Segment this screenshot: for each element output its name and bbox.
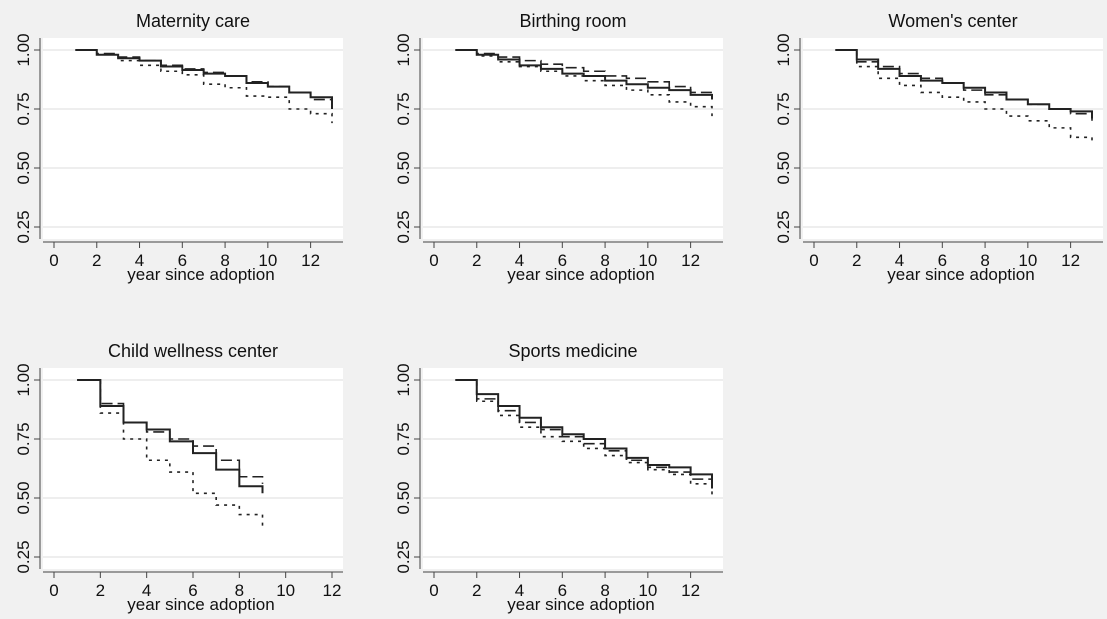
x-tick-label: 2	[472, 251, 481, 270]
series-line-dotted	[455, 49, 713, 117]
x-tick-label: 6	[558, 251, 567, 270]
series-line-dashed	[835, 49, 1093, 121]
y-tick-label: 0.25	[774, 210, 793, 243]
x-axis-label: year since adoption	[507, 595, 654, 614]
x-tick-label: 12	[323, 581, 342, 600]
panel-title: Women's center	[888, 11, 1017, 31]
x-tick-label: 2	[852, 251, 861, 270]
y-tick-label: 0.75	[394, 422, 413, 455]
x-tick-label: 2	[472, 581, 481, 600]
series-line-dashed	[77, 379, 264, 484]
y-tick-label: 1.00	[14, 33, 33, 66]
x-tick-label: 8	[220, 251, 229, 270]
x-tick-label: 6	[188, 581, 197, 600]
x-tick-label: 12	[681, 251, 700, 270]
y-tick-label: 0.50	[774, 151, 793, 184]
x-tick-label: 0	[809, 251, 818, 270]
x-tick-label: 2	[92, 251, 101, 270]
y-tick-label: 0.25	[14, 210, 33, 243]
x-tick-label: 4	[895, 251, 904, 270]
y-tick-label: 0.75	[774, 92, 793, 125]
y-tick-label: 0.75	[14, 422, 33, 455]
x-tick-label: 10	[1018, 251, 1037, 270]
panel-child-wellness-center: 0.25 0.50 0.75 1.00 0 2 4 6 8 10 12 year since adop…	[14, 341, 343, 614]
x-tick-label: 4	[142, 581, 151, 600]
y-tick-label: 0.25	[394, 540, 413, 573]
panel-maternity-care: 0.25 0.50 0.75 1.00 0 2 4 6 8 10 12 year since adop…	[14, 11, 343, 284]
y-tick-label: 0.50	[14, 151, 33, 184]
panel-womens-center: 0.25 0.50 0.75 1.00 0 2 4 6 8 10 12 year since adop…	[774, 11, 1103, 284]
y-tick-label: 0.75	[394, 92, 413, 125]
x-tick-label: 12	[681, 581, 700, 600]
series-line-dotted	[75, 49, 333, 124]
y-tick-label: 0.75	[14, 92, 33, 125]
x-tick-label: 8	[600, 581, 609, 600]
x-tick-label: 10	[638, 251, 657, 270]
panel-title: Sports medicine	[508, 341, 637, 361]
x-tick-label: 4	[515, 251, 524, 270]
x-tick-label: 6	[558, 581, 567, 600]
panel-title: Child wellness center	[108, 341, 278, 361]
y-tick-label: 1.00	[14, 363, 33, 396]
x-axis-label: year since adoption	[507, 265, 654, 284]
x-tick-label: 6	[178, 251, 187, 270]
x-axis-label: year since adoption	[127, 265, 274, 284]
y-tick-label: 0.25	[14, 540, 33, 573]
x-tick-label: 2	[96, 581, 105, 600]
x-tick-label: 12	[1061, 251, 1080, 270]
x-tick-label: 0	[429, 581, 438, 600]
panel-birthing-room: 0.25 0.50 0.75 1.00 0 2 4 6 8 10 12 year since adop…	[394, 11, 723, 284]
panel-sports-medicine: 0.25 0.50 0.75 1.00 0 2 4 6 8 10 12 year since adop…	[394, 341, 723, 614]
x-tick-label: 8	[600, 251, 609, 270]
x-tick-label: 4	[515, 581, 524, 600]
x-tick-label: 10	[638, 581, 657, 600]
y-tick-label: 0.50	[14, 481, 33, 514]
x-tick-label: 0	[49, 581, 58, 600]
x-tick-label: 12	[301, 251, 320, 270]
x-tick-label: 6	[938, 251, 947, 270]
panel-title: Birthing room	[519, 11, 626, 31]
y-tick-label: 1.00	[774, 33, 793, 66]
y-tick-label: 1.00	[394, 363, 413, 396]
x-tick-label: 4	[135, 251, 144, 270]
x-tick-label: 10	[276, 581, 295, 600]
x-axis-label: year since adoption	[887, 265, 1034, 284]
x-tick-label: 10	[258, 251, 277, 270]
plot-area	[803, 38, 1103, 239]
x-tick-label: 8	[235, 581, 244, 600]
plot-area	[43, 38, 343, 239]
x-tick-label: 0	[429, 251, 438, 270]
series-line-dotted	[77, 379, 264, 529]
y-tick-label: 0.50	[394, 151, 413, 184]
plot-area	[423, 368, 723, 569]
plot-area	[423, 38, 723, 239]
x-tick-label: 8	[980, 251, 989, 270]
y-tick-label: 0.25	[394, 210, 413, 243]
x-axis-label: year since adoption	[127, 595, 274, 614]
plot-area	[43, 368, 343, 569]
x-tick-label: 0	[49, 251, 58, 270]
panel-title: Maternity care	[136, 11, 250, 31]
y-tick-label: 0.50	[394, 481, 413, 514]
y-tick-label: 1.00	[394, 33, 413, 66]
